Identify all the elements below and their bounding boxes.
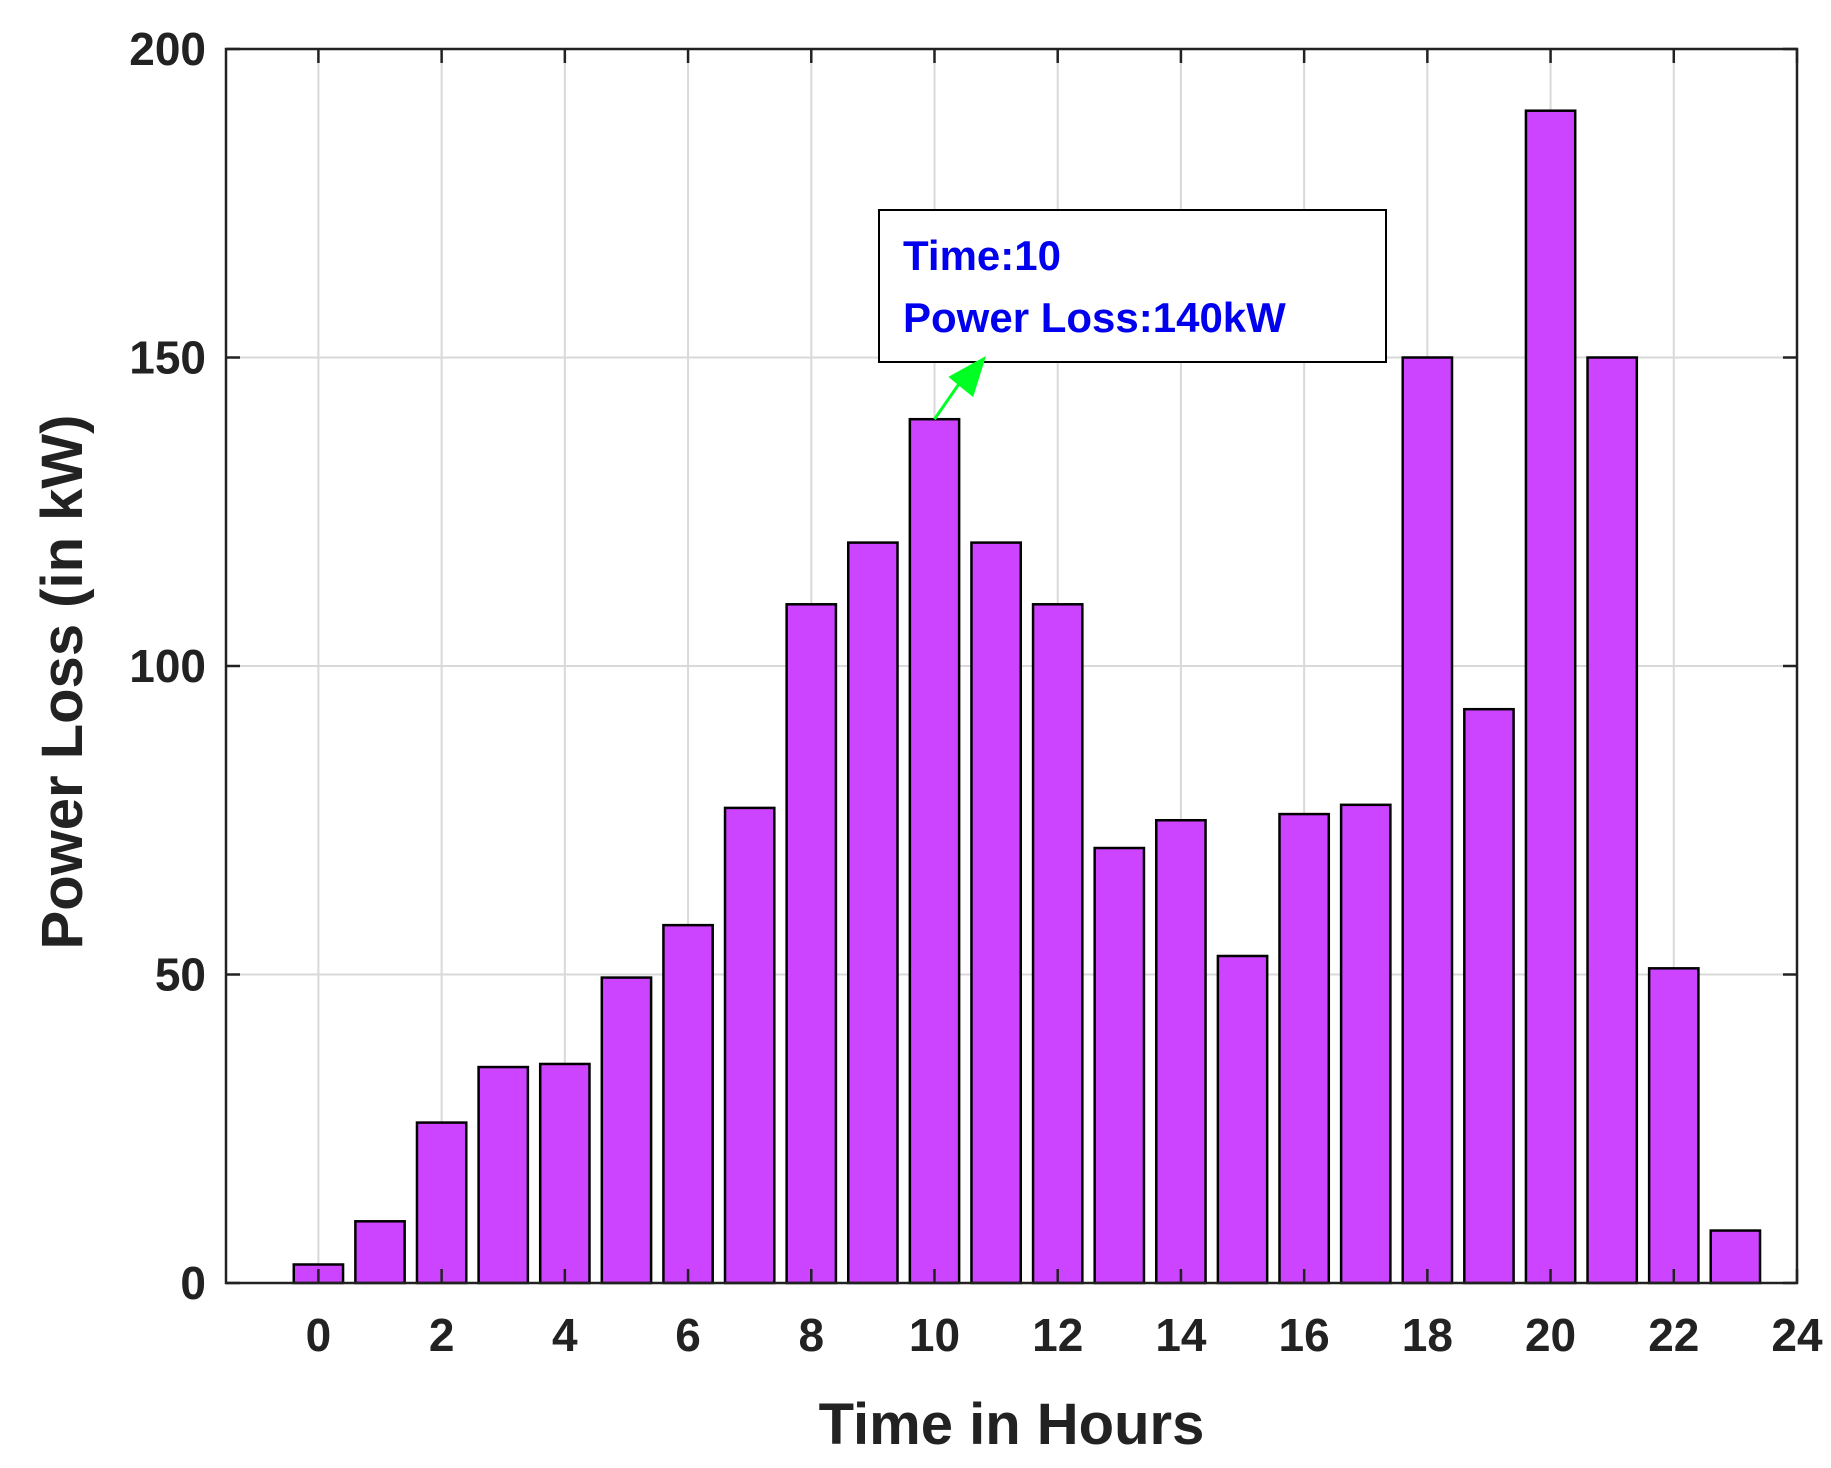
bar-hour-13 <box>1093 846 1146 1285</box>
y-tick-label-100: 100 <box>129 640 206 692</box>
x-axis-title: Time in Hours <box>819 1392 1205 1457</box>
x-tick-label-4: 4 <box>552 1309 578 1361</box>
y-tick-label-200: 200 <box>129 23 206 75</box>
bar-hour-12 <box>1031 603 1084 1285</box>
bar-hour-4 <box>538 1062 591 1285</box>
bar-hour-6 <box>662 923 714 1285</box>
bars <box>292 109 1762 1285</box>
annotation-line-0: Time:10 <box>903 232 1061 279</box>
y-tick-label-150: 150 <box>129 332 206 384</box>
x-tick-label-2: 2 <box>429 1309 455 1361</box>
bar-hour-17 <box>1339 803 1392 1285</box>
x-tick-label-22: 22 <box>1648 1309 1699 1361</box>
x-tick-label-24: 24 <box>1771 1309 1823 1361</box>
annotation-box <box>878 209 1387 363</box>
bar-hour-8 <box>785 603 838 1285</box>
bar-hour-23 <box>1709 1229 1762 1285</box>
bar-hour-1 <box>354 1220 406 1285</box>
x-tick-label-8: 8 <box>798 1309 824 1361</box>
data-tip-annotation: Time:10 Power Loss:140kW <box>878 209 1387 421</box>
x-tick-label-0: 0 <box>306 1309 332 1361</box>
bar-hour-3 <box>477 1065 530 1285</box>
bar-hour-19 <box>1463 707 1515 1285</box>
x-tick-label-20: 20 <box>1525 1309 1576 1361</box>
x-tick-label-18: 18 <box>1402 1309 1453 1361</box>
y-axis-title: Power Loss (in kW) <box>30 415 95 950</box>
bar-hour-7 <box>723 806 776 1285</box>
x-tick-label-6: 6 <box>675 1309 701 1361</box>
x-tick-label-12: 12 <box>1032 1309 1083 1361</box>
y-tick-label-0: 0 <box>180 1257 206 1309</box>
bar-hour-21 <box>1586 356 1639 1285</box>
bar-hour-2 <box>415 1121 468 1285</box>
x-tick-label-14: 14 <box>1155 1309 1207 1361</box>
annotation-line-1: Power Loss:140kW <box>903 294 1286 341</box>
bar-hour-16 <box>1278 812 1331 1285</box>
bar-hour-10 <box>908 417 961 1285</box>
bar-hour-9 <box>846 541 899 1285</box>
x-tick-label-16: 16 <box>1279 1309 1330 1361</box>
bar-hour-15 <box>1216 954 1269 1285</box>
annotation-arrow <box>933 356 986 421</box>
y-tick-label-50: 50 <box>155 949 206 1001</box>
bar-hour-20 <box>1524 109 1577 1285</box>
bar-hour-5 <box>600 976 653 1285</box>
bar-hour-18 <box>1401 356 1454 1285</box>
bar-hour-14 <box>1155 819 1207 1285</box>
bar-hour-22 <box>1647 967 1700 1285</box>
bar-hour-11 <box>970 541 1022 1285</box>
x-tick-label-10: 10 <box>909 1309 960 1361</box>
